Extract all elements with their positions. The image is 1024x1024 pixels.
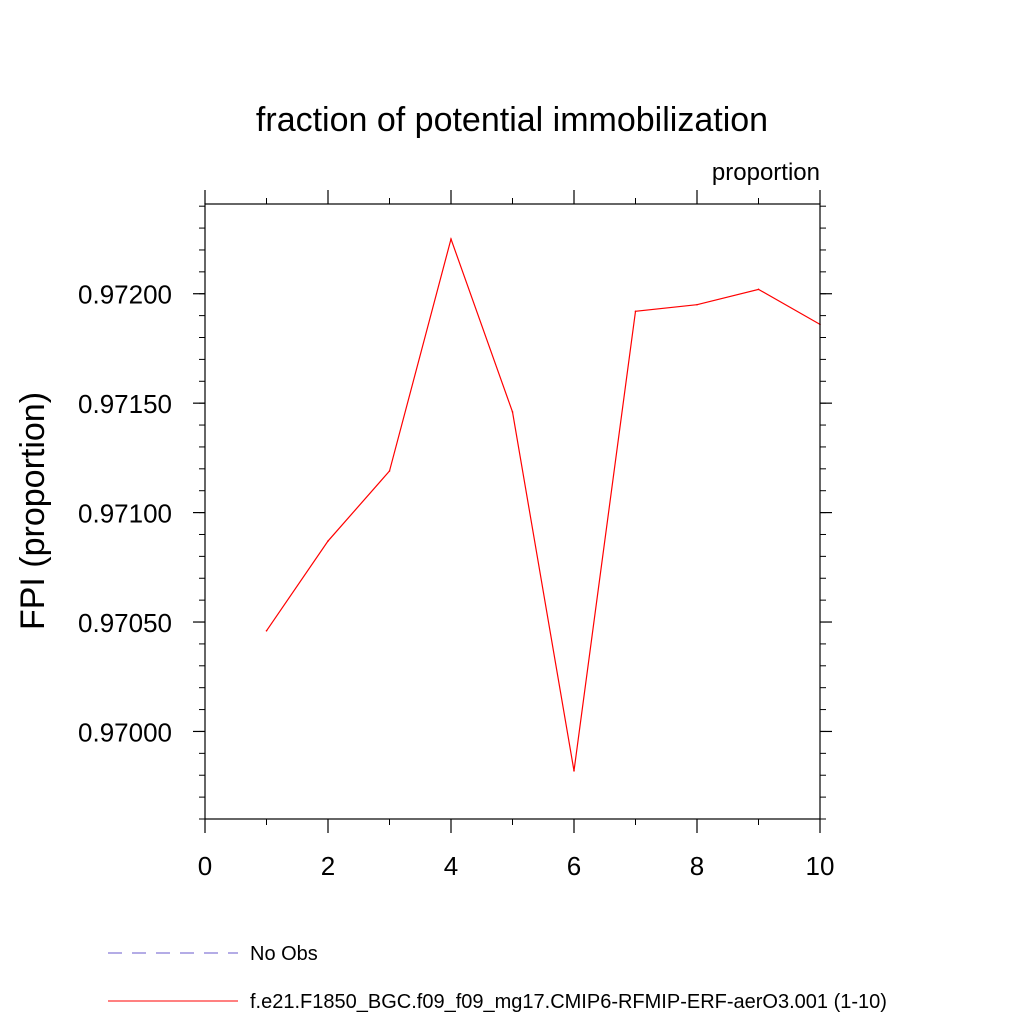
data-point — [511, 411, 514, 413]
legend-label-model-run: f.e21.F1850_BGC.f09_f09_mg17.CMIP6-RFMIP… — [250, 991, 887, 1013]
x-tick-label: 0 — [198, 851, 212, 881]
data-point — [757, 288, 760, 291]
data-point — [450, 238, 452, 240]
data-point — [388, 470, 391, 472]
y-tick-label: 0.97050 — [78, 608, 172, 638]
chart-title: fraction of potential immobilization — [256, 101, 768, 139]
data-point — [634, 310, 637, 313]
series-layer — [265, 236, 821, 772]
y-tick-label: 0.97000 — [78, 717, 172, 747]
legend-label-no-obs: No Obs — [250, 943, 318, 965]
x-tick-label: 6 — [567, 851, 581, 881]
data-point — [696, 303, 698, 306]
x-tick-label: 2 — [321, 851, 335, 881]
series-line-1 — [266, 236, 821, 771]
x-tick-label: 10 — [806, 851, 835, 881]
legend: No Obs f.e21.F1850_BGC.f09_f09_mg17.CMIP… — [108, 943, 887, 1013]
y-tick-label: 0.97100 — [78, 499, 172, 529]
y-tick-labels: 0.97000 0.97050 0.97100 0.97150 0.97200 — [78, 280, 172, 748]
units-label: proportion — [712, 159, 820, 186]
x-tick-label: 4 — [444, 851, 458, 881]
x-tick-label: 8 — [690, 851, 704, 881]
minor-ticks — [199, 198, 826, 825]
plot-frame — [204, 203, 821, 820]
y-tick-label: 0.97150 — [78, 389, 172, 419]
x-tick-labels: 0 2 4 6 8 10 — [198, 851, 835, 881]
data-point — [265, 629, 268, 632]
major-ticks — [193, 190, 832, 833]
y-tick-label: 0.97200 — [78, 280, 172, 310]
y-axis-label: FPI (proportion) — [14, 392, 52, 630]
data-point — [573, 770, 575, 772]
data-point — [327, 540, 329, 542]
